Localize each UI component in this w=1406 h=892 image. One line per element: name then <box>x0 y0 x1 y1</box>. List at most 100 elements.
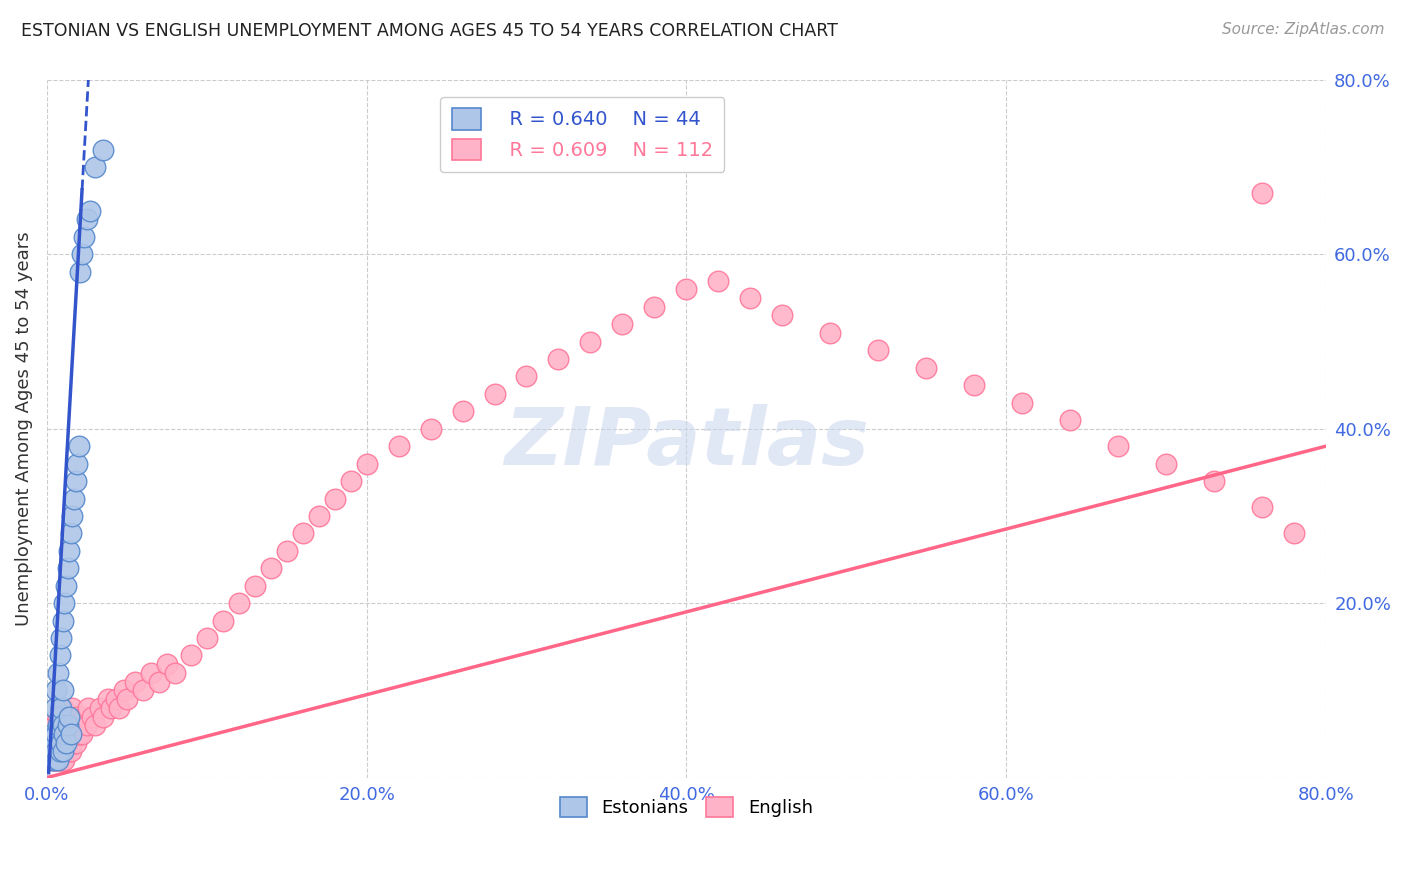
Point <box>323 491 346 506</box>
Point <box>1059 413 1081 427</box>
Point <box>83 718 105 732</box>
Point <box>100 701 122 715</box>
Point <box>80 709 103 723</box>
Point <box>45 744 67 758</box>
Point <box>41 753 63 767</box>
Point <box>52 701 75 715</box>
Point <box>195 631 218 645</box>
Point <box>46 753 69 767</box>
Point <box>66 727 89 741</box>
Point <box>52 718 75 732</box>
Point <box>579 334 602 349</box>
Point <box>387 439 409 453</box>
Point <box>132 683 155 698</box>
Point <box>46 727 69 741</box>
Point <box>46 753 69 767</box>
Point <box>42 727 65 741</box>
Point <box>612 317 634 331</box>
Point <box>124 674 146 689</box>
Point <box>451 404 474 418</box>
Point <box>643 300 665 314</box>
Point <box>339 474 361 488</box>
Point <box>97 692 120 706</box>
Point <box>73 230 96 244</box>
Point <box>44 718 66 732</box>
Point <box>51 709 73 723</box>
Point <box>46 744 69 758</box>
Point <box>45 727 67 741</box>
Point <box>58 709 80 723</box>
Point <box>44 753 66 767</box>
Point <box>48 753 70 767</box>
Point <box>46 709 69 723</box>
Point <box>55 744 77 758</box>
Point <box>104 692 127 706</box>
Point <box>46 718 69 732</box>
Point <box>42 744 65 758</box>
Point <box>51 736 73 750</box>
Point <box>45 736 67 750</box>
Point <box>55 579 77 593</box>
Point <box>52 614 75 628</box>
Text: Source: ZipAtlas.com: Source: ZipAtlas.com <box>1222 22 1385 37</box>
Point <box>156 657 179 672</box>
Point <box>42 744 65 758</box>
Point <box>73 709 96 723</box>
Point <box>63 491 86 506</box>
Point <box>45 744 67 758</box>
Point <box>59 727 82 741</box>
Point <box>48 718 70 732</box>
Point <box>91 709 114 723</box>
Point <box>1250 500 1272 515</box>
Point <box>228 596 250 610</box>
Point <box>44 753 66 767</box>
Point <box>484 387 506 401</box>
Point <box>53 718 76 732</box>
Point <box>42 727 65 741</box>
Point <box>66 457 89 471</box>
Point <box>260 561 283 575</box>
Point <box>41 753 63 767</box>
Point <box>56 561 79 575</box>
Point <box>291 526 314 541</box>
Point <box>515 369 537 384</box>
Point <box>211 614 233 628</box>
Point <box>58 736 80 750</box>
Point <box>707 274 730 288</box>
Point <box>56 718 79 732</box>
Point <box>419 422 441 436</box>
Point <box>180 648 202 663</box>
Point <box>108 701 131 715</box>
Point <box>59 526 82 541</box>
Point <box>46 736 69 750</box>
Point <box>67 439 90 453</box>
Point <box>91 143 114 157</box>
Point <box>963 378 986 392</box>
Point <box>115 692 138 706</box>
Point <box>52 718 75 732</box>
Point <box>56 718 79 732</box>
Point <box>547 351 569 366</box>
Point <box>308 508 330 523</box>
Point <box>55 736 77 750</box>
Point <box>276 544 298 558</box>
Point <box>42 753 65 767</box>
Point <box>1011 395 1033 409</box>
Point <box>53 727 76 741</box>
Point <box>45 727 67 741</box>
Y-axis label: Unemployment Among Ages 45 to 54 years: Unemployment Among Ages 45 to 54 years <box>15 231 32 626</box>
Point <box>89 701 111 715</box>
Point <box>67 727 90 741</box>
Point <box>52 744 75 758</box>
Point <box>163 665 186 680</box>
Point <box>52 736 75 750</box>
Point <box>79 203 101 218</box>
Point <box>1202 474 1225 488</box>
Point <box>52 727 75 741</box>
Point <box>770 309 793 323</box>
Point <box>55 727 77 741</box>
Point <box>44 736 66 750</box>
Point <box>1154 457 1177 471</box>
Point <box>1282 526 1305 541</box>
Point <box>59 718 82 732</box>
